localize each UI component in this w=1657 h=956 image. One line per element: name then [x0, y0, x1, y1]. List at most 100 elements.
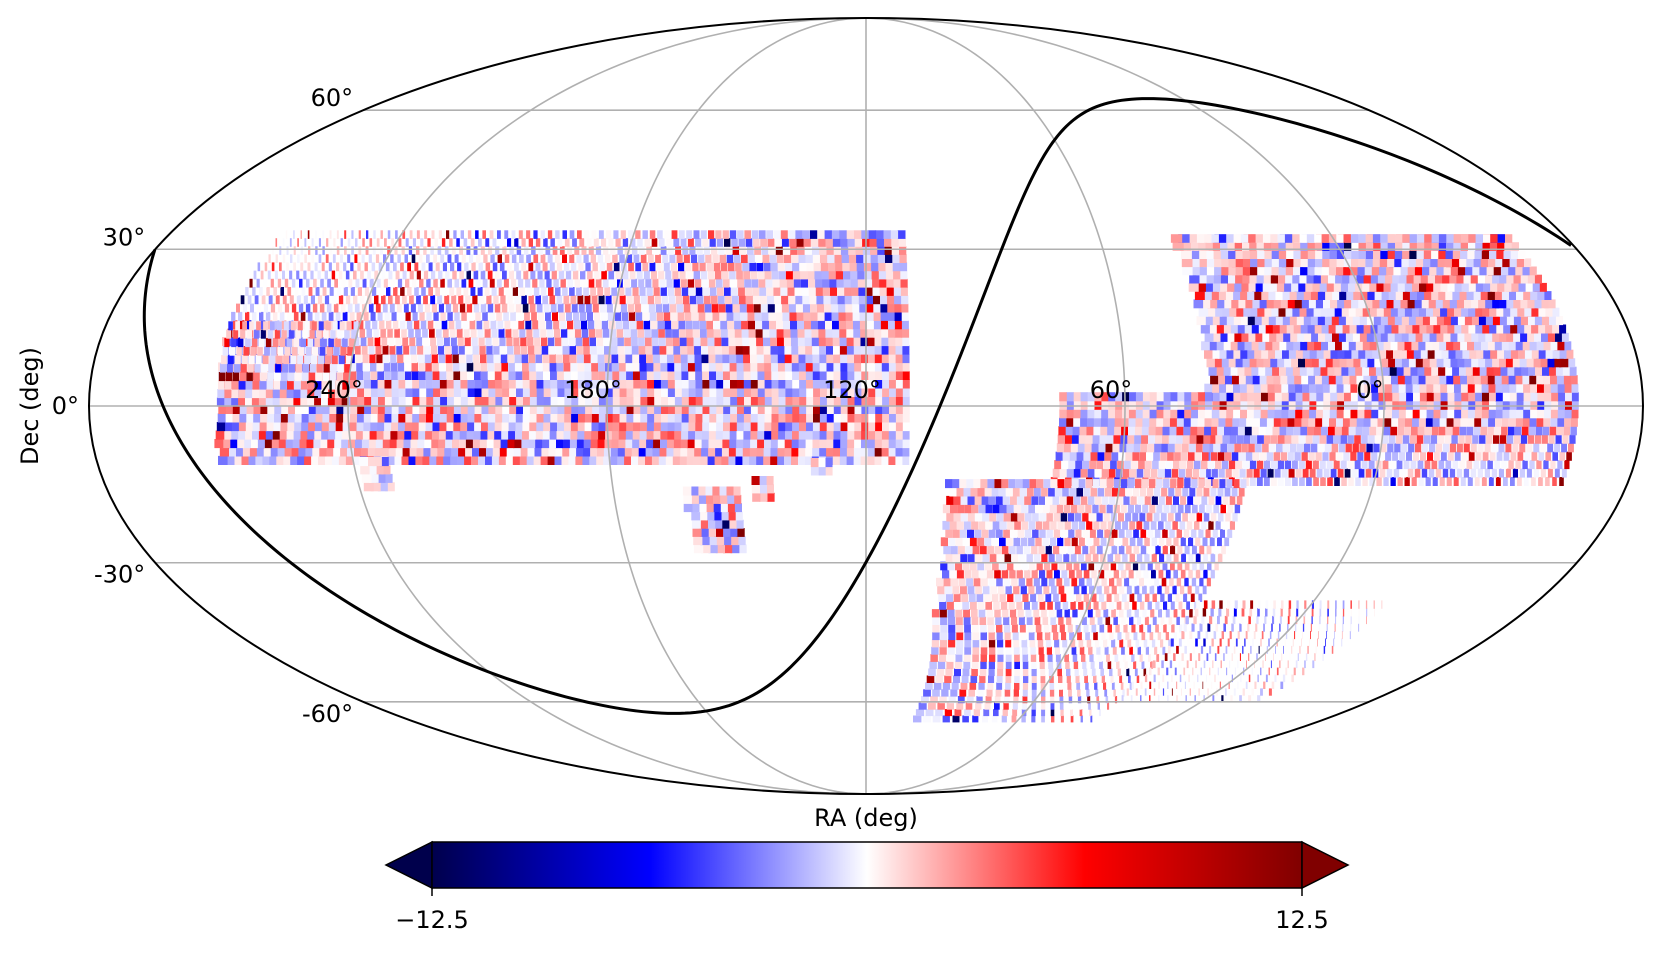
- heatmap-pixel: [1505, 366, 1515, 376]
- heatmap-pixel: [777, 262, 785, 272]
- heatmap-pixel: [1244, 242, 1257, 251]
- heatmap-pixel: [674, 287, 682, 296]
- heatmap-pixel: [1419, 409, 1427, 419]
- heatmap-pixel: [1413, 358, 1423, 368]
- heatmap-pixel: [445, 303, 452, 313]
- heatmap-pixel: [1148, 417, 1157, 427]
- heatmap-pixel: [716, 238, 724, 247]
- heatmap-pixel: [447, 278, 452, 288]
- heatmap-pixel: [805, 254, 813, 263]
- heatmap-pixel: [1210, 451, 1218, 461]
- heatmap-pixel: [697, 503, 707, 513]
- heatmap-pixel: [818, 345, 826, 355]
- heatmap-pixel: [762, 337, 771, 347]
- heatmap-pixel: [687, 354, 695, 364]
- heatmap-pixel: [1459, 460, 1466, 470]
- heatmap-pixel: [1402, 341, 1412, 351]
- heatmap-pixel: [411, 254, 416, 263]
- heatmap-pixel: [1365, 468, 1372, 478]
- heatmap-pixel: [351, 246, 354, 255]
- heatmap-pixel: [671, 230, 678, 239]
- heatmap-pixel: [1238, 282, 1249, 292]
- heatmap-pixel: [526, 328, 533, 338]
- heatmap-pixel: [798, 362, 806, 372]
- heatmap-pixel: [821, 270, 829, 280]
- heatmap-pixel: [846, 337, 854, 347]
- heatmap-pixel: [757, 404, 765, 414]
- heatmap-pixel: [1328, 316, 1339, 326]
- heatmap-pixel: [1534, 324, 1546, 334]
- heatmap-pixel: [456, 328, 463, 338]
- heatmap-pixel: [639, 287, 646, 296]
- heatmap-pixel: [1382, 434, 1389, 444]
- heatmap-pixel: [939, 696, 947, 704]
- heatmap-pixel: [492, 238, 497, 247]
- heatmap-pixel: [1273, 242, 1286, 251]
- heatmap-pixel: [253, 270, 257, 280]
- heatmap-pixel: [1107, 702, 1110, 710]
- heatmap-pixel: [266, 413, 274, 423]
- heatmap-pixel: [1479, 274, 1493, 284]
- heatmap-pixel: [232, 404, 240, 414]
- heatmap-pixel: [1415, 366, 1425, 376]
- heatmap-pixel: [805, 362, 813, 372]
- heatmap-pixel: [784, 396, 793, 406]
- heatmap-pixel: [340, 254, 343, 263]
- heatmap-pixel: [1447, 332, 1458, 342]
- heatmap-pixel: [1214, 324, 1224, 334]
- heatmap-pixel: [283, 355, 290, 365]
- heatmap-pixel: [1543, 409, 1551, 419]
- heatmap-pixel: [803, 320, 811, 330]
- heatmap-pixel: [836, 287, 845, 296]
- heatmap-pixel: [529, 387, 537, 397]
- heatmap-pixel: [382, 430, 391, 440]
- heatmap-pixel: [1279, 426, 1287, 436]
- heatmap-pixel: [284, 303, 290, 313]
- heatmap-pixel: [866, 337, 875, 347]
- heatmap-pixel: [1245, 383, 1254, 393]
- heatmap-pixel: [340, 238, 343, 247]
- heatmap-pixel: [727, 447, 736, 457]
- heatmap-pixel: [612, 404, 620, 414]
- heatmap-pixel: [284, 346, 291, 356]
- heatmap-pixel: [688, 387, 696, 397]
- heatmap-pixel: [465, 430, 474, 440]
- heatmap-pixel: [1217, 451, 1225, 461]
- heatmap-pixel: [1201, 242, 1213, 251]
- heatmap-pixel: [391, 404, 399, 414]
- heatmap-pixel: [1398, 316, 1409, 326]
- heatmap-pixel: [1194, 242, 1206, 251]
- heatmap-pixel: [1489, 316, 1500, 326]
- heatmap-pixel: [291, 346, 298, 356]
- heatmap-pixel: [1451, 274, 1464, 284]
- heatmap-pixel: [1529, 409, 1537, 419]
- heatmap-pixel: [1384, 409, 1392, 419]
- heatmap-pixel: [622, 238, 629, 247]
- heatmap-pixel: [369, 413, 378, 423]
- heatmap-pixel: [478, 337, 485, 347]
- heatmap-pixel: [362, 278, 367, 288]
- heatmap-pixel: [1070, 715, 1074, 723]
- heatmap-pixel: [1107, 392, 1116, 402]
- heatmap-pixel: [687, 430, 695, 440]
- heatmap-pixel: [1287, 409, 1296, 419]
- heatmap-pixel: [618, 287, 625, 296]
- heatmap-pixel: [660, 404, 668, 414]
- heatmap-pixel: [418, 404, 427, 414]
- heatmap-pixel: [1110, 460, 1117, 470]
- heatmap-pixel: [818, 430, 827, 440]
- heatmap-pixel: [1353, 341, 1363, 351]
- heatmap-pixel: [1486, 274, 1500, 284]
- heatmap-pixel: [280, 404, 289, 414]
- heatmap-pixel: [781, 238, 789, 247]
- heatmap-pixel: [431, 230, 435, 239]
- heatmap-pixel: [1237, 375, 1246, 385]
- heatmap-pixel: [490, 254, 495, 263]
- heatmap-pixel: [1176, 426, 1184, 436]
- heatmap-pixel: [267, 372, 274, 382]
- heatmap-pixel: [1471, 341, 1481, 351]
- heatmap-pixel: [424, 345, 431, 355]
- heatmap-pixel: [996, 682, 1003, 690]
- heatmap-pixel: [1381, 266, 1394, 276]
- heatmap-pixel: [659, 430, 668, 440]
